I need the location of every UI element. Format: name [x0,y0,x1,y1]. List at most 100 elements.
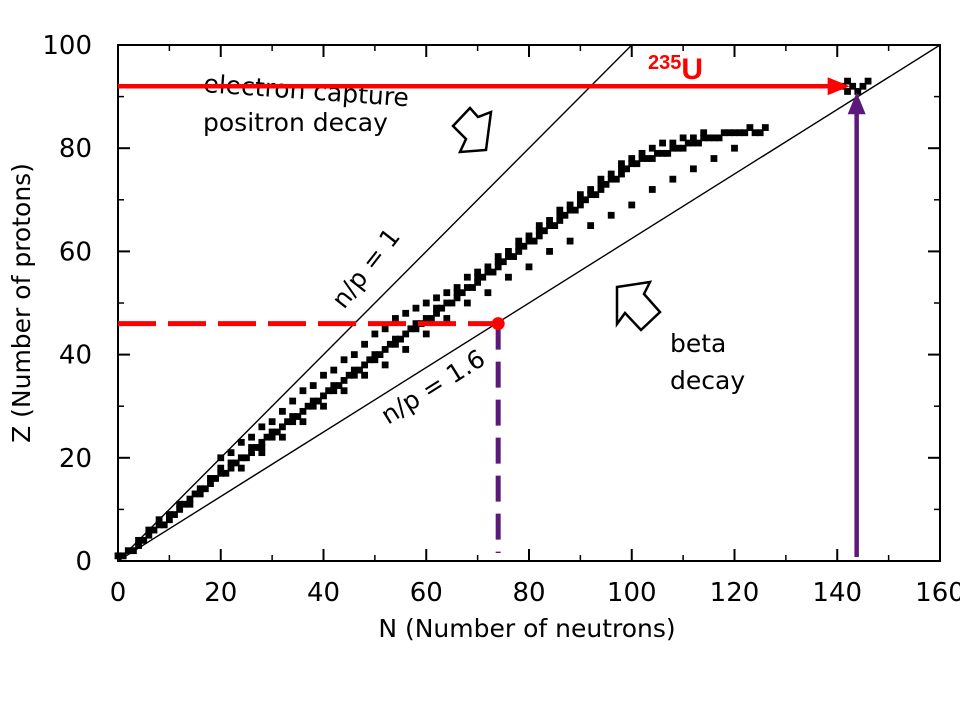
data-point [607,170,615,178]
x-tick-label: 160 [915,578,960,608]
beta-label: beta [670,329,726,358]
data-point [433,304,440,312]
x-tick-label: 60 [410,578,443,608]
data-point [566,237,574,245]
data-point [130,547,137,555]
data-point [207,475,214,482]
data-point [576,191,584,199]
data-point [623,165,631,173]
data-point [576,201,584,209]
data-point [248,433,255,441]
data-point [196,485,204,493]
data-point [340,356,348,364]
data-point [659,149,666,157]
data-point [320,402,327,410]
data-point [453,294,461,302]
data-point [618,165,625,173]
data-point [669,175,677,183]
data-point [160,521,168,529]
data-point [186,495,194,503]
data-point [361,361,368,369]
data-point [854,88,862,95]
data-point [690,134,697,142]
data-point [859,82,867,90]
data-point [628,160,636,168]
data-point [556,206,564,214]
data-point [587,191,595,199]
data-point [289,413,297,420]
data-point [150,526,158,534]
data-point [171,511,178,518]
data-point [227,459,235,467]
data-point [479,273,487,281]
data-point [849,82,857,90]
data-point [669,139,677,147]
x-tick-label: 140 [812,578,862,608]
data-point [510,253,517,260]
x-tick-label: 0 [110,578,127,608]
data-point [279,407,286,415]
data-point [499,258,507,266]
data-point [258,449,266,457]
data-point [397,335,404,343]
data-point [546,222,553,229]
data-point [119,552,127,560]
data-point [546,217,553,224]
data-point [582,196,589,204]
data-point [227,449,235,457]
data-point [469,284,476,291]
data-point [268,418,276,426]
x-tick-label: 100 [607,578,657,608]
data-point [474,278,482,286]
data-point [433,309,440,317]
data-point [309,382,317,389]
data-point [381,346,389,353]
data-point [299,387,307,395]
data-point [253,444,261,451]
data-point [145,526,153,534]
data-point [207,480,214,487]
data-point [684,139,692,147]
data-point [227,464,235,472]
data-point [135,542,142,549]
data-point [695,139,702,147]
data-point [458,289,466,297]
data-point [222,469,230,477]
data-point [263,433,271,441]
data-point [371,330,379,338]
y-tick-label: 100 [42,31,92,61]
data-point [551,222,559,229]
data-point [176,506,184,513]
data-point [366,356,374,364]
data-point [541,227,548,235]
data-point [731,129,738,137]
data-point [438,304,446,312]
data-point [330,382,338,389]
data-point [325,387,333,395]
data-point [237,454,245,462]
data-point [422,299,430,307]
data-point [248,449,255,457]
data-point [648,144,656,152]
np-1-label: n/p = 1 [326,223,406,314]
data-point [525,263,533,271]
data-point [258,444,266,451]
data-point [607,211,615,219]
u235-label: 235U [648,52,703,86]
u235-vertical-arrowhead [847,92,866,115]
data-point [217,454,225,462]
data-point [628,155,636,162]
data-point [530,237,538,245]
data-point [654,149,661,157]
data-point [535,222,543,229]
x-tick-label: 20 [204,578,237,608]
data-point [386,340,394,348]
positron-decay-label: positron decay [203,108,388,137]
data-point [268,433,276,441]
data-point [571,206,579,214]
reference-lines [117,44,941,562]
data-point [402,309,410,317]
data-point [746,124,754,131]
data-point [284,418,291,426]
